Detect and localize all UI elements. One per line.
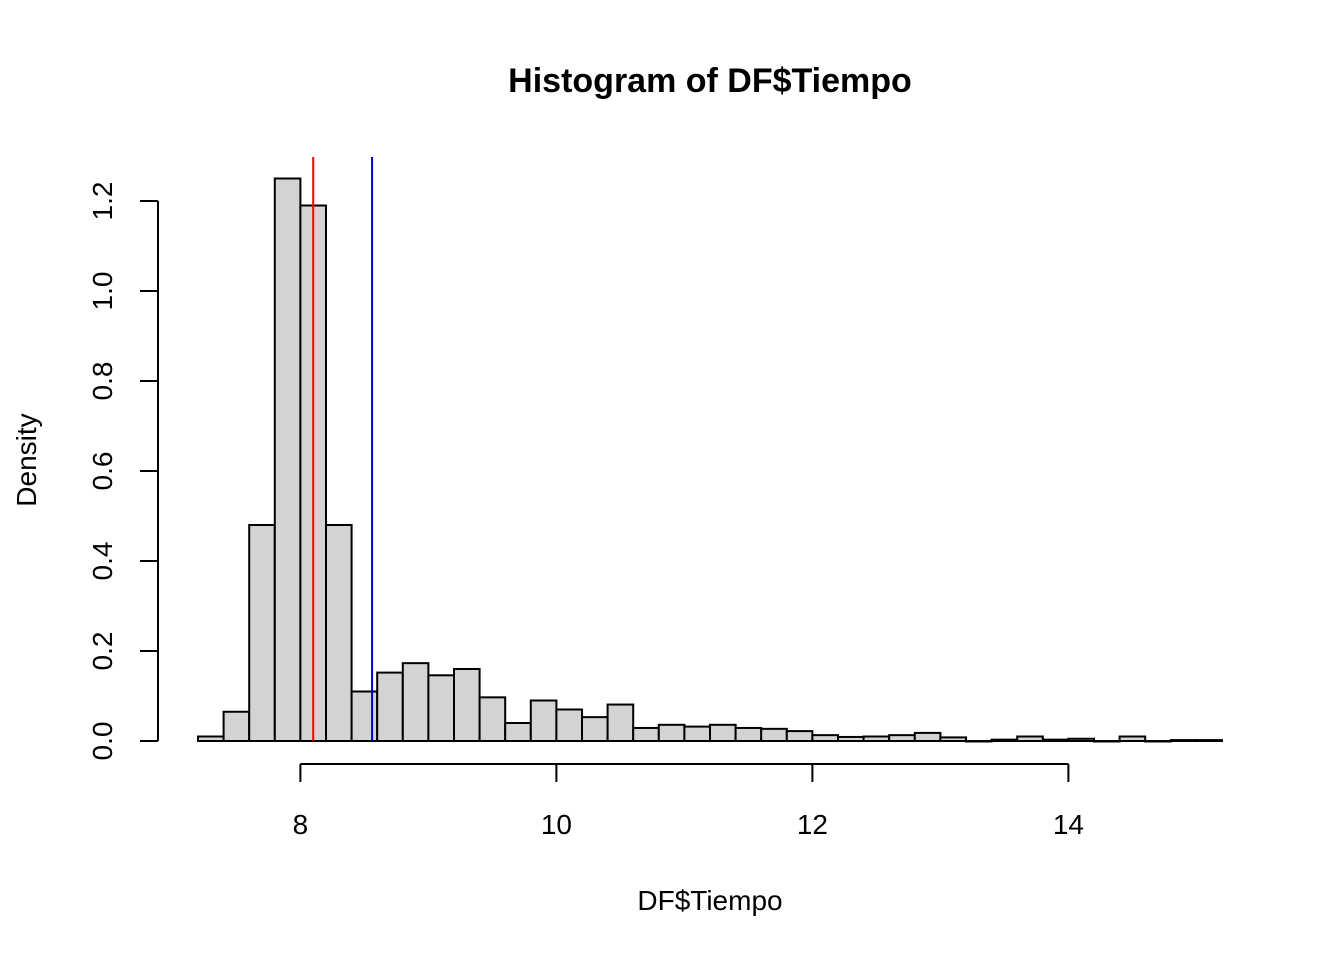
histogram-bar [1195, 739, 1224, 742]
x-tick-label: 10 [541, 809, 572, 840]
histogram-bar [1144, 740, 1172, 743]
y-tick-label: 0.8 [87, 362, 118, 401]
histogram-bar [811, 734, 840, 743]
chart-title: Histogram of DF$Tiempo [508, 62, 912, 100]
histogram-bar [1016, 735, 1044, 742]
histogram-bar [401, 662, 430, 743]
histogram-bar [529, 699, 558, 742]
histogram-bar [734, 726, 763, 743]
histogram-bar [709, 723, 737, 742]
histogram-bar [837, 735, 865, 743]
histogram-bar [325, 524, 353, 742]
histogram-bar [683, 725, 712, 742]
histogram-bar [760, 727, 788, 742]
histogram-bar [913, 731, 942, 743]
histogram-bar [376, 671, 404, 742]
histogram-bars [197, 177, 1224, 743]
x-axis-label: DF$Tiempo [637, 885, 782, 916]
y-tick-label: 1.2 [87, 182, 118, 221]
histogram-bar [657, 723, 686, 742]
histogram-bar [1067, 737, 1096, 742]
reference-lines [312, 157, 374, 741]
histogram-bar [888, 734, 916, 743]
histogram-bar [581, 716, 609, 743]
x-tick-label: 12 [797, 809, 828, 840]
histogram-bar [862, 735, 891, 742]
histogram-bar [197, 735, 225, 742]
histogram-bar [965, 740, 993, 743]
histogram-bar [632, 726, 660, 743]
histogram-bar [222, 710, 251, 742]
x-tick-label: 14 [1053, 809, 1084, 840]
histogram-bar [350, 690, 379, 742]
y-tick-label: 0.2 [87, 632, 118, 671]
histogram-bar [606, 703, 635, 742]
histogram-bar [248, 524, 276, 742]
histogram-bar [939, 736, 968, 743]
histogram-bar [1041, 738, 1070, 743]
histogram-bar [1093, 740, 1121, 743]
y-axis-label: Density [11, 413, 42, 506]
y-tick-label: 1.0 [87, 272, 118, 311]
histogram-bar [555, 708, 584, 742]
histogram-bar [785, 730, 814, 742]
histogram-bar [453, 668, 481, 742]
histogram-bar [273, 177, 302, 742]
histogram-bar [990, 738, 1019, 743]
x-axis: 8 10 12 14 [293, 763, 1084, 840]
y-tick-label: 0.4 [87, 542, 118, 581]
y-tick-label: 0.0 [87, 722, 118, 761]
histogram-bar [427, 674, 455, 742]
histogram-bar [1169, 739, 1198, 742]
histogram-bar [478, 696, 507, 742]
histogram-bar [1118, 735, 1147, 742]
histogram-bar [504, 722, 532, 742]
y-axis: 0.0 0.2 0.4 0.6 0.8 1.0 1.2 [87, 182, 159, 761]
y-tick-label: 0.6 [87, 452, 118, 491]
x-tick-label: 8 [293, 809, 309, 840]
